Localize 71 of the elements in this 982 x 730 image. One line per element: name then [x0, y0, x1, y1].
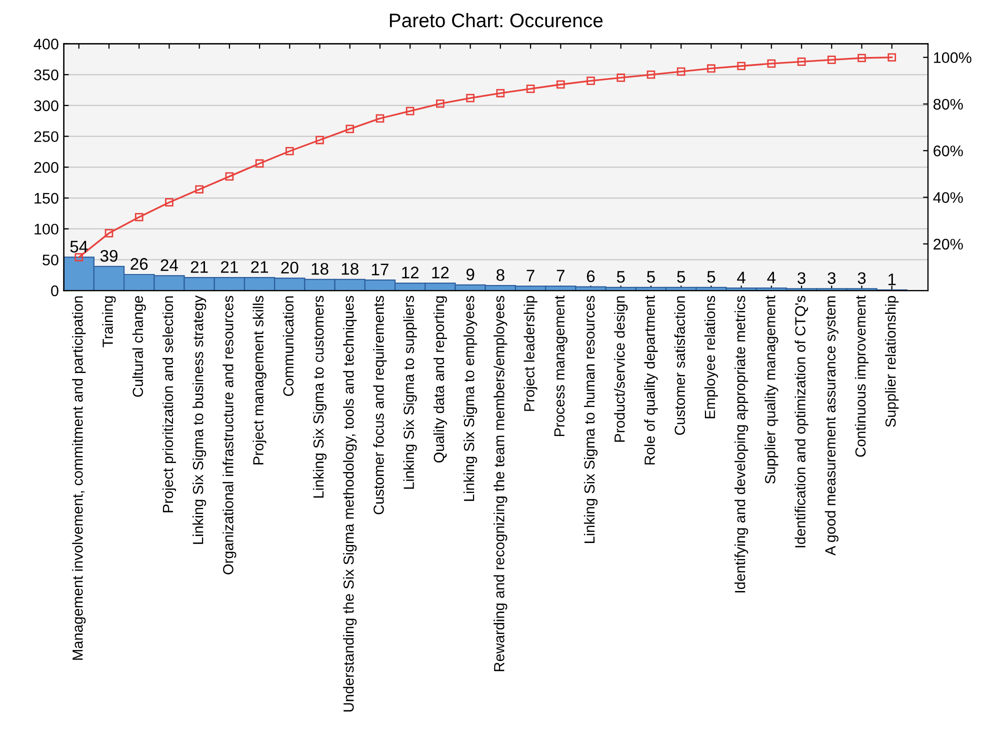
y-tick-label: 350	[34, 70, 58, 80]
x-tick-label: Linking Six Sigma to business strategy	[192, 295, 206, 544]
data-label: 4	[767, 272, 776, 284]
y2-tick-label: 20%	[934, 238, 963, 250]
y2-tick-label: 80%	[934, 98, 963, 110]
y-tick-label: 150	[34, 192, 58, 204]
y2-tick-label: 40%	[933, 192, 963, 203]
x-tick-label: Training	[102, 296, 116, 348]
data-label: 5	[616, 271, 625, 283]
data-label: 12	[402, 266, 419, 278]
x-tick-label: Rewarding and recognizing the team members/employees	[494, 296, 508, 672]
data-label: 54	[70, 240, 88, 253]
x-tick-label: Identifying and developing appropriate metrics	[734, 296, 748, 592]
data-label: 12	[432, 266, 449, 278]
data-label: 3	[858, 272, 866, 284]
data-label: 5	[647, 271, 655, 283]
data-label: 5	[707, 271, 716, 283]
x-tick-label: Understanding the Six Sigma methodology, tools and techniques	[343, 296, 357, 712]
y2-tick-label: 100%	[934, 52, 972, 64]
data-label: 21	[221, 261, 238, 273]
x-tick-label: Employee relations	[704, 296, 718, 418]
x-tick-label: Quality data and reporting	[433, 296, 448, 463]
chart-title: Pareto Chart: Occurence	[390, 13, 603, 28]
data-label: 4	[737, 272, 746, 284]
x-tick-label: Management involvement, commitment and participation	[72, 296, 86, 660]
data-label: 39	[100, 250, 118, 262]
x-tick-label: A good measurement assurance system	[824, 296, 838, 556]
x-tick-label: Customer satisfaction	[674, 296, 685, 435]
x-tick-label: Continuous improvement	[854, 295, 869, 457]
data-label: 18	[312, 262, 328, 275]
data-label: 8	[496, 269, 504, 281]
data-label: 21	[251, 261, 268, 273]
data-label: 3	[828, 272, 836, 284]
y-tick-label: 0	[51, 285, 58, 296]
x-tick-label: Linking Six Sigma to customers	[312, 296, 327, 498]
data-label: 21	[190, 261, 208, 273]
x-tick-label: Role of quality department	[644, 295, 658, 464]
x-tick-label: Linking Six Sigma to employees	[464, 296, 478, 501]
data-label: 9	[466, 268, 474, 280]
data-label: 17	[372, 264, 388, 276]
x-tick-label: Process management	[554, 296, 568, 436]
data-label: 26	[130, 258, 148, 270]
data-label: 7	[526, 270, 534, 282]
x-tick-label: Linking Six Sigma to human resources	[584, 296, 598, 544]
x-tick-label: Supplier relationship	[885, 296, 899, 427]
data-label: 5	[677, 271, 686, 283]
y-tick-label: 250	[34, 131, 58, 142]
data-label: 3	[798, 272, 806, 284]
x-tick-label: Communication	[282, 296, 294, 396]
x-tick-label: Organizational infrastructure and resources	[222, 296, 236, 574]
data-label: 7	[556, 270, 564, 282]
data-label: 1	[888, 274, 896, 286]
y-tick-label: 400	[34, 38, 58, 50]
y-tick-label: 200	[34, 162, 58, 173]
x-tick-label: Product/service design	[614, 296, 628, 442]
x-tick-label: Cultural change	[132, 296, 146, 397]
x-tick-label: Identification and optimization of CTQ's	[794, 296, 808, 548]
x-tick-label: Customer focus and requirements	[373, 296, 387, 514]
y-tick-label: 100	[34, 224, 58, 235]
x-tick-label: Project management skills	[252, 296, 266, 464]
x-tick-label: Linking Six Sigma to suppliers	[403, 296, 417, 489]
y2-tick-label: 60%	[934, 146, 963, 156]
data-label: 18	[342, 262, 358, 275]
y-tick-label: 50	[42, 254, 58, 266]
y-tick-label: 300	[34, 100, 58, 112]
data-label: 6	[586, 270, 595, 282]
data-label: 20	[281, 262, 298, 274]
x-tick-label: Project prioritization and selection	[162, 296, 176, 512]
data-label: 24	[160, 259, 178, 271]
x-tick-label: Project leadership	[524, 296, 538, 411]
x-tick-label: Supplier quality management	[764, 295, 778, 484]
